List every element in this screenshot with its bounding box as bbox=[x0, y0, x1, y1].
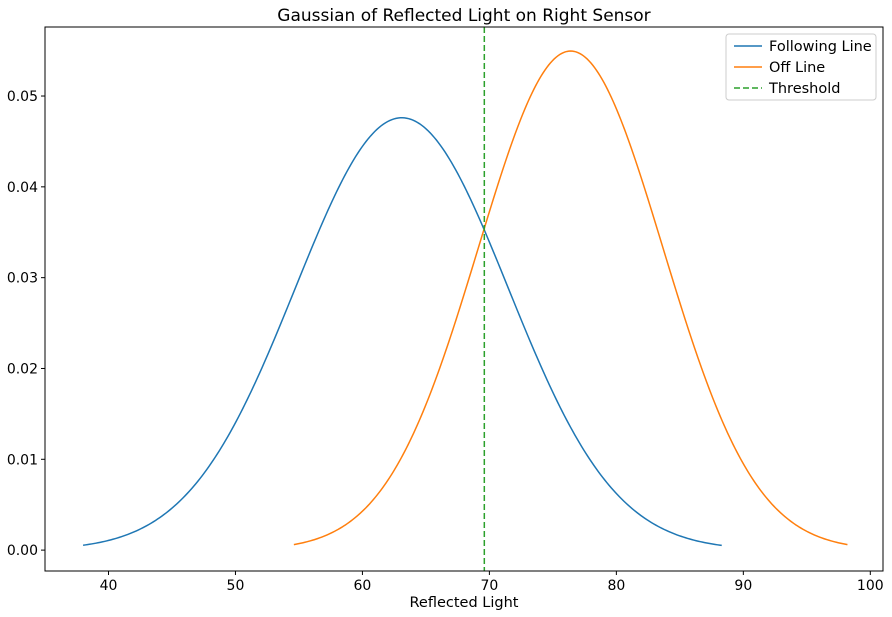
x-tick-label: 70 bbox=[480, 578, 498, 594]
legend-box bbox=[725, 33, 877, 101]
x-tick-label: 90 bbox=[734, 578, 752, 594]
legend: Following Line Off Line Threshold bbox=[725, 33, 877, 101]
axes-frame bbox=[44, 26, 884, 572]
x-tick-label: 100 bbox=[857, 578, 884, 594]
y-tick-label: 0.05 bbox=[7, 89, 38, 105]
series-line-1 bbox=[82, 117, 722, 547]
y-tick-label: 0.00 bbox=[7, 543, 38, 559]
x-tick-label: 50 bbox=[227, 578, 245, 594]
x-axis-label: Reflected Light bbox=[410, 595, 519, 611]
x-tick-label: 40 bbox=[100, 578, 118, 594]
x-tick-label: 80 bbox=[607, 578, 625, 594]
series-line-2 bbox=[293, 50, 848, 546]
legend-label-1: Following Line bbox=[769, 39, 872, 55]
y-tick-label: 0.02 bbox=[7, 361, 38, 377]
y-tick-label: 0.01 bbox=[7, 452, 38, 468]
legend-label-2: Off Line bbox=[769, 60, 825, 76]
x-axis: 40 50 60 70 80 90 100 bbox=[100, 571, 884, 594]
chart-title: Gaussian of Reflected Light on Right Sen… bbox=[277, 6, 650, 26]
plot-lines bbox=[82, 27, 848, 571]
y-tick-label: 0.04 bbox=[7, 180, 38, 196]
y-axis: 0.00 0.01 0.02 0.03 0.04 0.05 bbox=[7, 89, 45, 559]
x-tick-label: 60 bbox=[354, 578, 372, 594]
y-tick-label: 0.03 bbox=[7, 271, 38, 287]
legend-label-3: Threshold bbox=[768, 81, 840, 97]
